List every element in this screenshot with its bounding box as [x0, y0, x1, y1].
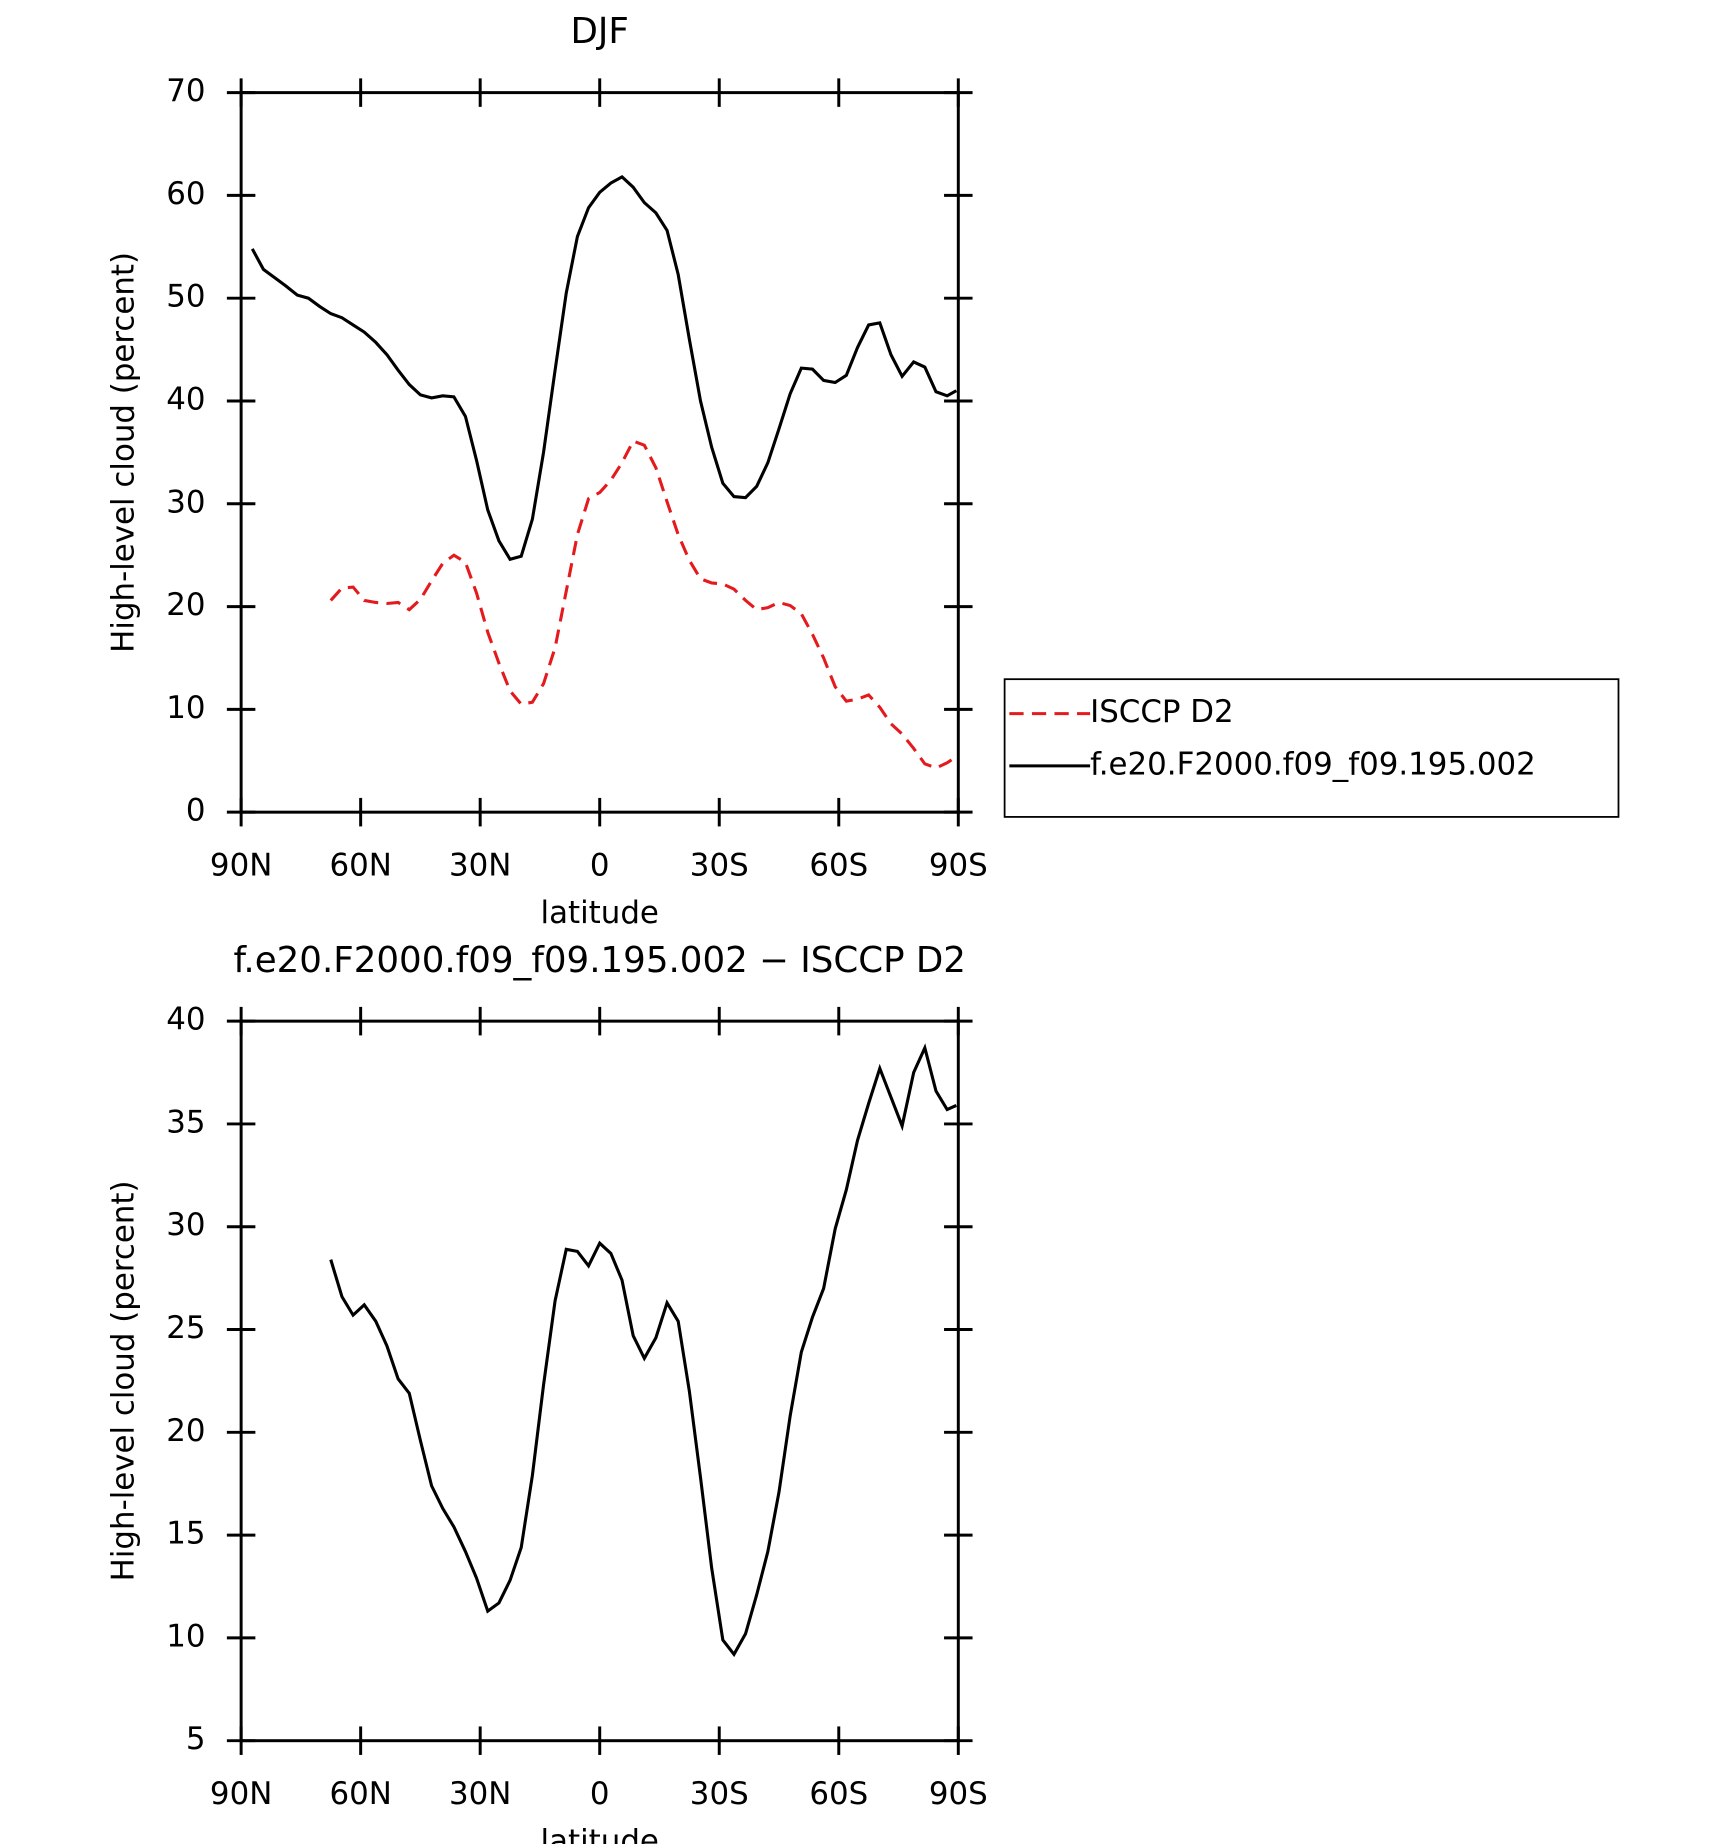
x-tick-label: 0 [590, 847, 610, 883]
legend-box [1003, 678, 1620, 818]
legend-label: ISCCP D2 [1090, 694, 1234, 730]
x-axis-label: latitude [541, 895, 659, 931]
y-tick-label: 70 [166, 73, 205, 109]
x-tick-label: 30S [690, 847, 749, 883]
x-tick-label: 60N [329, 1776, 391, 1812]
x-tick-label: 90N [210, 847, 272, 883]
y-tick-label: 10 [166, 690, 205, 726]
y-tick-label: 30 [166, 1207, 205, 1243]
legend-label: f.e20.F2000.f09_f09.195.002 [1090, 746, 1536, 782]
y-tick-label: 20 [166, 587, 205, 623]
x-axis-label: latitude [541, 1823, 659, 1844]
x-tick-label: 60N [329, 847, 391, 883]
y-tick-label: 40 [166, 1002, 205, 1038]
y-tick-label: 35 [166, 1104, 205, 1140]
chart-title: f.e20.F2000.f09_f09.195.002 − ISCCP D2 [233, 940, 965, 981]
plot-frame [239, 91, 960, 814]
x-tick-label: 30N [449, 847, 511, 883]
y-tick-label: 0 [186, 793, 206, 829]
y-tick-label: 60 [166, 176, 205, 212]
chart-title: DJF [571, 11, 629, 52]
y-tick-label: 30 [166, 484, 205, 520]
y-tick-label: 5 [186, 1721, 206, 1757]
data-line [250, 175, 958, 562]
x-tick-label: 60S [809, 1776, 868, 1812]
x-tick-label: 30N [449, 1776, 511, 1812]
y-axis-label: High-level cloud (percent) [105, 252, 141, 653]
y-tick-label: 40 [166, 381, 205, 417]
data-line [329, 439, 958, 770]
x-tick-label: 60S [809, 847, 868, 883]
x-tick-label: 0 [590, 1776, 610, 1812]
x-tick-label: 90S [929, 847, 988, 883]
x-tick-label: 90S [929, 1776, 988, 1812]
x-tick-label: 90N [210, 1776, 272, 1812]
y-tick-label: 20 [166, 1413, 205, 1449]
y-tick-label: 15 [166, 1516, 205, 1552]
y-tick-label: 10 [166, 1618, 205, 1654]
y-tick-label: 25 [166, 1310, 205, 1346]
data-line [329, 1043, 957, 1658]
y-axis-label: High-level cloud (percent) [105, 1180, 141, 1581]
x-tick-label: 30S [690, 1776, 749, 1812]
y-tick-label: 50 [166, 279, 205, 315]
plot-frame [239, 1019, 960, 1743]
